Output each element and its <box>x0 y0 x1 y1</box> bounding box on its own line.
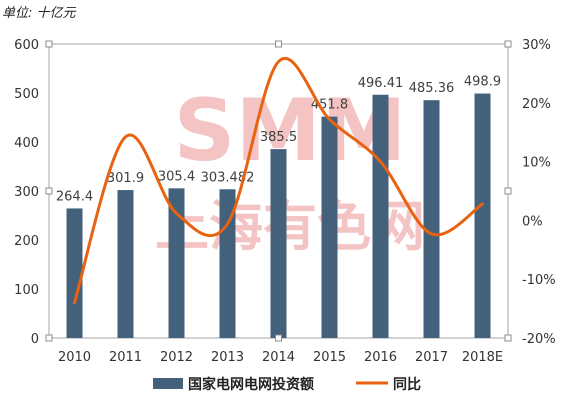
x-tick: 2016 <box>364 350 397 365</box>
bar <box>66 208 83 338</box>
y-left-tick: 600 <box>14 38 39 53</box>
selection-handle <box>275 334 282 342</box>
data-label: 485.36 <box>409 81 455 96</box>
bar <box>117 190 134 338</box>
line-series <box>73 57 484 305</box>
line-yoy <box>73 57 484 305</box>
selection-handle <box>45 334 53 342</box>
y-left-tick: 500 <box>14 87 39 102</box>
y-right-tick: 10% <box>522 156 551 171</box>
selection-handle <box>504 334 512 342</box>
bar <box>474 93 491 338</box>
bar <box>168 188 185 338</box>
legend-bar-swatch <box>153 378 183 389</box>
x-tick: 2015 <box>313 350 346 365</box>
axes: 0 100 200 300 400 500 600 -20% -10% 0% 10% 20% 30% 20… <box>14 38 555 365</box>
data-label: 305.4 <box>158 169 195 184</box>
y-right-tick: 0% <box>522 214 543 229</box>
y-right-tick: 20% <box>522 97 551 112</box>
y-left-tick: 400 <box>14 136 39 151</box>
legend-bar-label: 国家电网电网投资额 <box>188 376 314 393</box>
y-right-tick: -20% <box>522 332 556 347</box>
bar <box>372 94 389 339</box>
legend-line-label: 同比 <box>393 376 421 393</box>
data-label: 303.482 <box>201 170 255 185</box>
legend: 国家电网电网投资额 同比 <box>153 376 421 393</box>
x-tick: 2010 <box>58 350 91 365</box>
data-label: 264.4 <box>56 189 93 204</box>
y-left-tick: 0 <box>31 332 39 347</box>
selection-handle <box>275 40 282 48</box>
selection-handle <box>45 40 53 48</box>
selection-handle <box>504 40 512 48</box>
unit-label: 单位: 十亿元 <box>2 6 76 21</box>
x-tick: 2011 <box>109 350 142 365</box>
data-label: 385.5 <box>260 130 297 145</box>
bar <box>321 116 338 338</box>
y-right-tick: -10% <box>522 273 556 288</box>
x-tick: 2014 <box>262 350 295 365</box>
bar <box>219 189 236 338</box>
x-tick: 2013 <box>211 350 244 365</box>
x-tick: 2012 <box>160 350 193 365</box>
selection-handle <box>45 187 53 195</box>
data-label: 498.9 <box>464 75 501 90</box>
y-right-tick: 30% <box>522 38 551 53</box>
watermark-logo: SMM <box>173 81 406 181</box>
selection-handles <box>45 40 512 342</box>
data-label: 301.9 <box>107 171 144 186</box>
y-left-tick: 200 <box>14 234 39 249</box>
selection-handle <box>504 187 512 195</box>
bar <box>423 100 440 338</box>
y-left-tick: 300 <box>14 185 39 200</box>
data-label: 496.41 <box>358 76 404 91</box>
y-left-tick: 100 <box>14 283 39 298</box>
bar <box>270 149 287 338</box>
x-tick: 2018E <box>462 350 503 365</box>
bar-series <box>66 93 491 339</box>
x-tick: 2017 <box>415 350 448 365</box>
